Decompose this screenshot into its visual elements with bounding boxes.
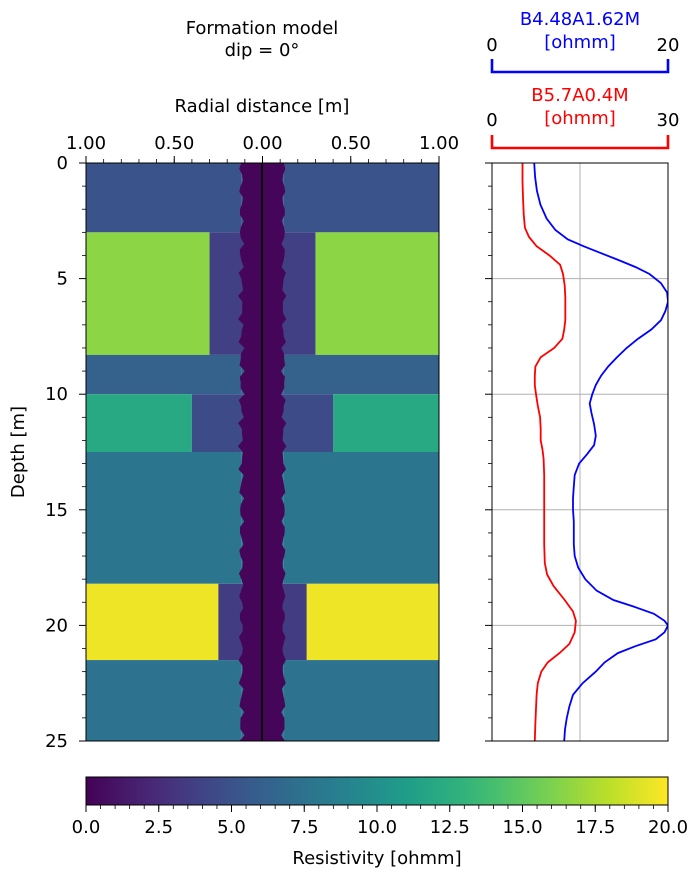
formation-x-tick-label: 0.50	[331, 133, 371, 154]
colorbar-tick-label: 15.0	[502, 817, 542, 838]
colorbar-gradient	[85, 776, 669, 806]
formation-y-tick-label: 10	[45, 384, 68, 405]
series-1-xmin-label: 0	[486, 110, 497, 131]
formation-title-line1: Formation model	[186, 18, 339, 39]
layer-5-rt-right	[306, 583, 439, 661]
colorbar-label: Resistivity [ohmm]	[292, 848, 461, 869]
colorbar-ticks: 0.0 2.5 5.0 7.5 10.0 12.5 15.0 17.5 20.0	[72, 805, 688, 838]
formation-x-tick-label: 0.00	[242, 133, 282, 154]
layer-2-rt-right	[283, 354, 439, 395]
log-frame	[491, 162, 669, 742]
series-0-unit: [ohmm]	[544, 32, 616, 53]
log-grid	[492, 163, 668, 741]
series-1-scale-bracket	[490, 135, 670, 150]
series-0-xmin-label: 0	[486, 35, 497, 56]
scale-series-0: B4.48A1.62M [ohmm] 0 20	[486, 9, 680, 74]
series-1-name: B5.7A0.4M	[531, 85, 628, 106]
colorbar-tick-label: 2.5	[144, 817, 173, 838]
colorbar: 0.0 2.5 5.0 7.5 10.0 12.5 15.0 17.5 20.0 Resisti…	[72, 776, 688, 869]
layer-2-rt-left	[86, 354, 242, 395]
scale-series-1: B5.7A0.4M [ohmm] 0 30	[486, 85, 680, 150]
y-axis-label: Depth [m]	[8, 406, 29, 498]
formation-y-tick-label: 25	[45, 731, 68, 752]
formation-x-tick-label: 0.50	[154, 133, 194, 154]
layer-3-rt-right	[333, 394, 439, 452]
formation-panel: Formation model dip = 0° Radial distance…	[8, 18, 459, 752]
formation-cells	[86, 163, 439, 741]
curve-series-1	[521, 163, 577, 741]
colorbar-tick-label: 10.0	[357, 817, 397, 838]
layer-6-rt-right	[283, 660, 439, 741]
colorbar-tick-label: 20.0	[648, 817, 688, 838]
layer-3-rt-left	[86, 394, 192, 452]
colorbar-tick-label: 12.5	[430, 817, 470, 838]
series-1-xmax-label: 30	[657, 110, 680, 131]
formation-x-ticks: 1.00 0.50 0.00 0.50 1.00	[66, 133, 459, 163]
formation-y-tick-label: 20	[45, 615, 68, 636]
layer-1-rt-right	[315, 232, 439, 355]
layer-1-rt-left	[86, 232, 210, 355]
formation-y-tick-label: 5	[57, 269, 68, 290]
series-0-scale-bracket	[490, 59, 670, 74]
colorbar-tick-label: 0.0	[72, 817, 101, 838]
x-axis-label: Radial distance [m]	[175, 96, 350, 117]
layer-4-rt-right	[283, 452, 439, 584]
layer-4-rt-left	[86, 452, 242, 584]
formation-title-line2: dip = 0°	[225, 40, 300, 61]
colorbar-tick-label: 7.5	[290, 817, 319, 838]
formation-y-ticks: 0 5 10 15 20 25	[45, 153, 86, 752]
formation-x-tick-label: 1.00	[66, 133, 106, 154]
series-0-xmax-label: 20	[657, 35, 680, 56]
layer-5-rt-left	[86, 583, 219, 661]
formation-y-tick-label: 0	[57, 153, 68, 174]
formation-x-tick-label: 1.00	[419, 133, 459, 154]
log-y-ticks	[485, 162, 492, 742]
layer-6-rt-left	[86, 660, 242, 741]
layer-0-rt-left	[86, 163, 242, 233]
series-1-unit: [ohmm]	[544, 108, 616, 129]
log-panel: B4.48A1.62M [ohmm] 0 20 B5.7A0.4M [ohmm]…	[485, 9, 680, 742]
colorbar-tick-label: 17.5	[575, 817, 615, 838]
formation-y-tick-label: 15	[45, 500, 68, 521]
series-0-name: B4.48A1.62M	[520, 9, 640, 30]
colorbar-tick-label: 5.0	[217, 817, 246, 838]
layer-0-rt-right	[283, 163, 439, 233]
curve-series-0	[533, 163, 668, 741]
